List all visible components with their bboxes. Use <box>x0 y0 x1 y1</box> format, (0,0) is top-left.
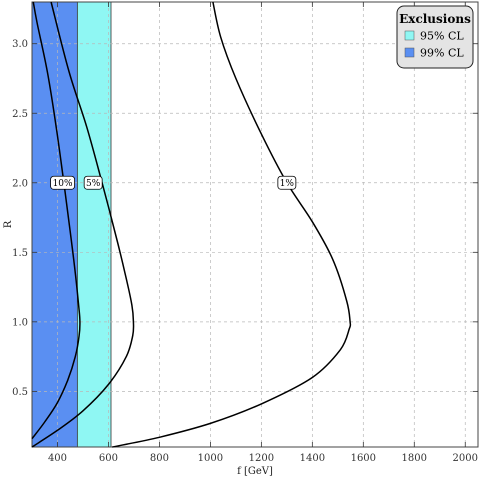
plot-frame <box>31 1 479 448</box>
contour-10% <box>31 1 81 440</box>
legend-entry-label: 95% CL <box>420 30 464 43</box>
contour-lines <box>31 1 352 448</box>
legend: Exclusions 95% CL 99% CL <box>396 5 474 69</box>
x-tick-label: 2000 <box>453 453 478 464</box>
exclusion-regions <box>32 2 112 447</box>
contour-1% <box>112 1 352 448</box>
axis-ticks: 400 600 800 1000 1200 1400 1600 1800 2000 0.5 1.0 1… <box>12 2 478 464</box>
contour-label-1%: 1% <box>280 179 295 189</box>
y-tick-label: 0.5 <box>12 387 28 398</box>
x-tick-label: 1400 <box>300 453 325 464</box>
contour-label-10%: 10% <box>53 179 73 189</box>
legend-box <box>396 5 474 69</box>
y-tick-label: 1.5 <box>12 248 28 259</box>
x-tick-label: 1600 <box>351 453 376 464</box>
grid-lines <box>32 2 478 447</box>
y-axis-label: R <box>3 220 14 228</box>
y-tick-label: 2.5 <box>12 109 28 120</box>
legend-entries: 95% CL 99% CL <box>404 30 464 60</box>
y-tick-label: 1.0 <box>12 317 28 328</box>
contour-label-box-5% <box>83 175 103 190</box>
contour-label-box-10% <box>50 175 75 190</box>
legend-title: Exclusions <box>399 12 471 26</box>
y-tick-label: 3.0 <box>12 39 28 50</box>
legend-swatch-1 <box>404 47 415 58</box>
x-tick-label: 1800 <box>402 453 427 464</box>
legend-swatch-0 <box>404 30 415 41</box>
contour-label-box-1% <box>277 175 297 190</box>
contour-label-5%: 5% <box>86 179 101 189</box>
y-tick-label: 2.0 <box>12 178 28 189</box>
contour-labels: 10% 5% 1% <box>50 175 297 190</box>
x-tick-label: 800 <box>150 453 169 464</box>
x-axis-label: f [GeV] <box>237 466 273 477</box>
x-tick-label: 600 <box>99 453 118 464</box>
legend-entry-label: 99% CL <box>420 47 464 60</box>
exclusion-region-1 <box>77 2 112 447</box>
x-tick-label: 400 <box>48 453 67 464</box>
x-tick-label: 1000 <box>198 453 223 464</box>
exclusion-region-0 <box>32 2 78 447</box>
x-tick-label: 1200 <box>249 453 274 464</box>
contour-5% <box>31 1 135 448</box>
